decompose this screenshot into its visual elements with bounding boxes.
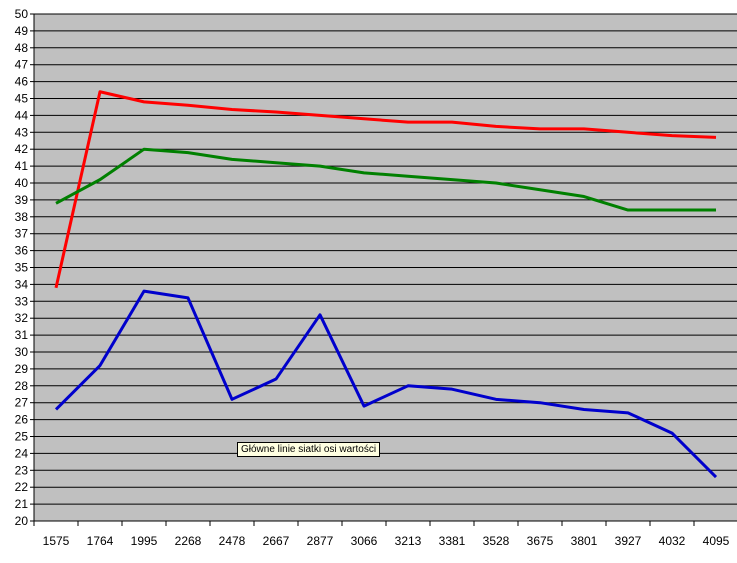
x-tick-label: 4095	[703, 534, 730, 548]
y-tick-label: 48	[15, 41, 29, 55]
x-tick-label: 2877	[307, 534, 334, 548]
y-tick-label: 34	[15, 277, 29, 291]
y-tick-label: 23	[15, 463, 29, 477]
y-tick-label: 31	[15, 328, 29, 342]
y-tick-label: 46	[15, 75, 29, 89]
y-tick-label: 44	[15, 108, 29, 122]
y-tick-label: 20	[15, 514, 29, 528]
gridlines	[34, 13, 737, 522]
x-tick-label: 3528	[483, 534, 510, 548]
x-tick-label: 2268	[175, 534, 202, 548]
y-tick-label: 41	[15, 159, 29, 173]
y-tick-label: 39	[15, 193, 29, 207]
y-tick-label: 45	[15, 92, 29, 106]
gridline-tooltip: Główne linie siatki osi wartości	[237, 442, 381, 457]
x-tick-label: 3927	[615, 534, 642, 548]
y-tick-label: 37	[15, 227, 29, 241]
x-tick-label: 3213	[395, 534, 422, 548]
y-tick-label: 40	[15, 176, 29, 190]
y-tick-label: 22	[15, 480, 29, 494]
y-tick-label: 50	[15, 7, 29, 21]
x-tick-label: 3066	[351, 534, 378, 548]
y-tick-label: 38	[15, 210, 29, 224]
x-tick-label: 4032	[659, 534, 686, 548]
y-tick-label: 43	[15, 125, 29, 139]
y-tick-label: 28	[15, 379, 29, 393]
y-tick-label: 29	[15, 362, 29, 376]
x-tick-label: 3801	[571, 534, 598, 548]
x-tick-label: 2478	[219, 534, 246, 548]
y-tick-label: 33	[15, 294, 29, 308]
x-tick-label: 1575	[43, 534, 70, 548]
y-tick-label: 35	[15, 261, 29, 275]
y-tick-label: 36	[15, 244, 29, 258]
y-tick-label: 42	[15, 142, 29, 156]
series-lines	[54, 90, 718, 479]
x-tick-label: 3675	[527, 534, 554, 548]
x-tick-label: 2667	[263, 534, 290, 548]
y-tick-label: 21	[15, 497, 29, 511]
x-axis-ticks: 1575 1764 1995 2268 2478 2667 2877 3066 3213 3381…	[33, 521, 730, 548]
x-tick-label: 1764	[87, 534, 114, 548]
y-tick-label: 27	[15, 396, 29, 410]
x-tick-label: 1995	[131, 534, 158, 548]
series-line-3[interactable]	[54, 289, 718, 479]
y-axis-ticks: 20 21 22 23 24 25 26 27 28 29 30 31 32 33 34 35 36 37 38 39…	[15, 7, 34, 528]
series-line-2[interactable]	[55, 147, 716, 212]
y-tick-label: 47	[15, 58, 29, 72]
y-tick-label: 49	[15, 24, 29, 38]
y-tick-label: 30	[15, 345, 29, 359]
x-tick-label: 3381	[439, 534, 466, 548]
y-tick-label: 26	[15, 413, 29, 427]
y-tick-label: 32	[15, 311, 29, 325]
series-line-1[interactable]	[54, 90, 717, 289]
y-tick-label: 25	[15, 430, 29, 444]
y-tick-label: 24	[15, 446, 29, 460]
